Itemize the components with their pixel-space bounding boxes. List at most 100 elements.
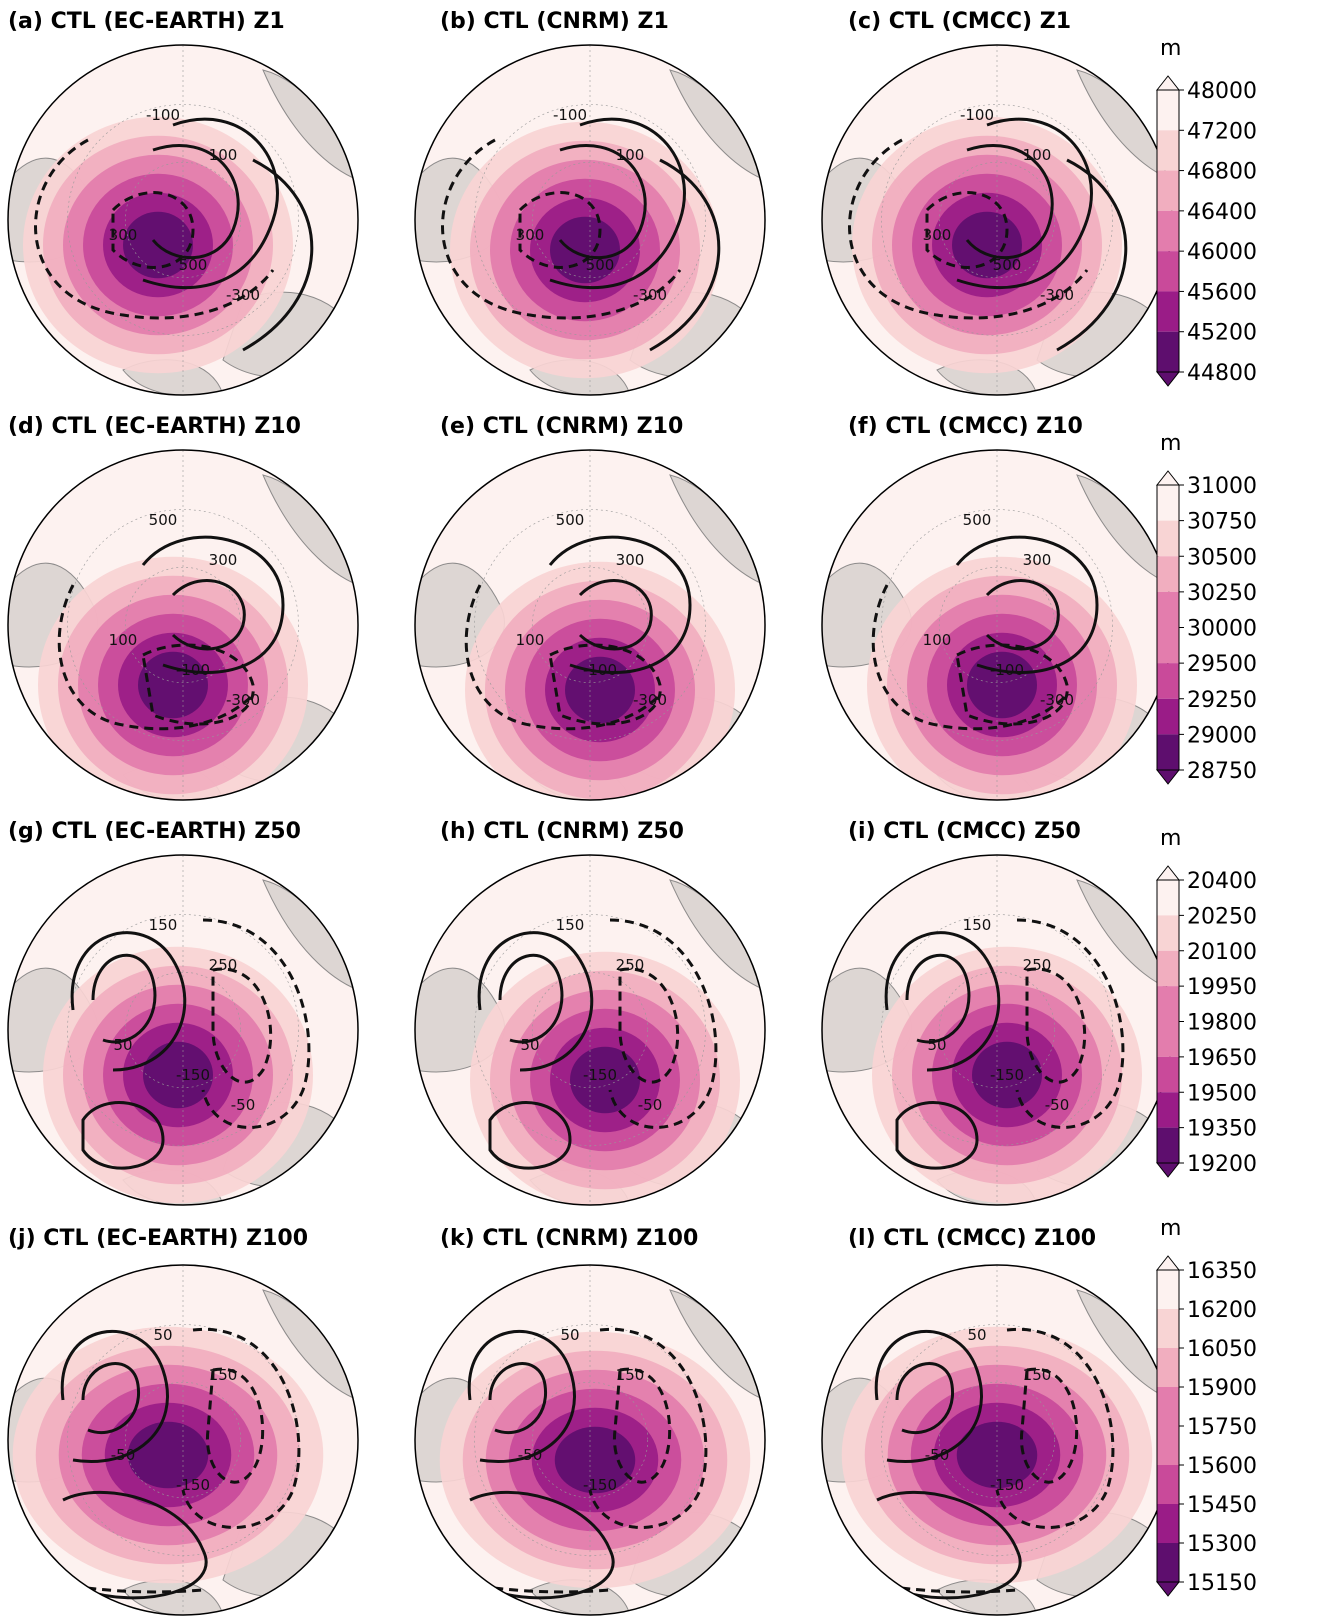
colorbar-segment — [1157, 880, 1179, 916]
contour-label: 50 — [113, 1036, 132, 1054]
colorbar-tick-label: 47200 — [1187, 119, 1257, 144]
contour-label: 500 — [556, 511, 585, 529]
colorbar-unit: m — [1160, 826, 1181, 851]
contour-label: -150 — [990, 1066, 1024, 1084]
contour-label: -150 — [176, 1066, 210, 1084]
positive-contour — [242, 158, 314, 352]
positive-contour — [91, 953, 157, 1044]
contour-label: -300 — [633, 286, 667, 304]
panel-title: (d) CTL (EC-EARTH) Z10 — [8, 414, 301, 439]
negative-contour — [995, 1327, 1115, 1529]
map-panel: (b) CTL (CNRM) Z1 -100 100 300 500 -300 — [414, 9, 766, 396]
contour-label: 300 — [923, 226, 952, 244]
contour-label: -50 — [111, 1446, 136, 1464]
panel-title: (l) CTL (CMCC) Z100 — [848, 1226, 1096, 1251]
positive-contour — [171, 579, 246, 651]
negative-contour — [1019, 1367, 1079, 1484]
colorbar-segment — [1157, 698, 1179, 735]
positive-contour — [488, 1362, 547, 1435]
positive-contour — [70, 931, 187, 1072]
fill-contour-level — [143, 1041, 213, 1109]
colorbar-extend-bottom — [1155, 769, 1181, 785]
negative-contour — [201, 918, 311, 1129]
contour-label: 50 — [560, 1326, 579, 1344]
contour-label: -100 — [583, 661, 617, 679]
map-boundary — [7, 854, 359, 1206]
contour-label: -300 — [1040, 286, 1074, 304]
positive-contour — [895, 1101, 979, 1170]
colorbar-segment — [1157, 734, 1179, 770]
map-boundary — [414, 44, 766, 396]
colorbar-segment — [1157, 986, 1179, 1022]
positive-contour — [578, 579, 653, 651]
contour-label: -50 — [1045, 1096, 1070, 1114]
positive-contour — [549, 117, 686, 289]
colorbar-tick-label: 30000 — [1187, 617, 1257, 642]
contour-label: 300 — [209, 551, 238, 569]
map-panel: (f) CTL (CMCC) Z10 500 300 100 -100 -300 — [821, 414, 1173, 801]
map-panel: (j) CTL (EC-EARTH) Z100 50 150 -50 -150 — [7, 1226, 359, 1616]
negative-contour — [441, 138, 682, 320]
latitude-circle — [938, 161, 1056, 279]
positive-contour — [1056, 158, 1128, 352]
map-boundary — [7, 44, 359, 396]
colorbar-segment — [1157, 1056, 1179, 1093]
colorbar-segment — [1157, 1387, 1179, 1426]
colorbar-segment — [1157, 251, 1179, 292]
colorbar-segment — [1157, 1543, 1179, 1582]
positive-contour — [81, 1101, 165, 1170]
colorbar-tick-label: 20400 — [1187, 869, 1257, 894]
colorbar-segment — [1157, 627, 1179, 664]
colorbar-segment — [1157, 1092, 1179, 1128]
colorbar-tick-label: 15750 — [1187, 1415, 1257, 1440]
negative-contour — [205, 1367, 265, 1484]
panel-title: (a) CTL (EC-EARTH) Z1 — [8, 9, 285, 34]
colorbar-tick-label: 20100 — [1187, 940, 1257, 965]
colorbar-segment — [1157, 1270, 1179, 1309]
contour-label: 500 — [149, 511, 178, 529]
panel-title: (f) CTL (CMCC) Z10 — [848, 414, 1083, 439]
colorbar-extend-bottom — [1155, 1581, 1181, 1597]
colorbar-extend-bottom — [1155, 1162, 1181, 1178]
colorbar-tick-label: 19500 — [1187, 1081, 1257, 1106]
contour-label: 50 — [153, 1326, 172, 1344]
contour-label: 50 — [927, 1036, 946, 1054]
colorbar-segment — [1157, 1504, 1179, 1543]
positive-contour — [467, 1329, 576, 1463]
colorbar-segment — [1157, 485, 1179, 521]
contour-label: -150 — [176, 1476, 210, 1494]
negative-contour — [464, 584, 662, 731]
latitude-circle — [938, 566, 1056, 684]
colorbar-tick-label: 31000 — [1187, 474, 1257, 499]
colorbar-segment — [1157, 130, 1179, 171]
negative-contour — [925, 191, 1009, 269]
map-panel: (i) CTL (CMCC) Z50 150 250 50 -150 -50 — [821, 819, 1173, 1206]
negative-contour — [34, 138, 275, 320]
colorbar-tick-label: 15900 — [1187, 1376, 1257, 1401]
colorbar-segment — [1157, 1465, 1179, 1504]
positive-contour — [60, 1329, 169, 1463]
panel-title: (g) CTL (EC-EARTH) Z50 — [8, 819, 301, 844]
map-panel: (g) CTL (EC-EARTH) Z50 150 250 50 -150 -50 — [7, 819, 359, 1206]
colorbar-segment — [1157, 1021, 1179, 1057]
map-panel: (h) CTL (CNRM) Z50 150 250 50 -150 -50 — [414, 819, 766, 1206]
positive-contour — [477, 931, 594, 1072]
positive-contour — [884, 931, 1001, 1072]
contour-label: -150 — [583, 1066, 617, 1084]
colorbar-unit: m — [1160, 36, 1181, 61]
map-panel: (c) CTL (CMCC) Z1 -100 100 300 500 -300 — [821, 9, 1173, 396]
negative-contour — [211, 967, 273, 1084]
contour-label: -100 — [960, 106, 994, 124]
contour-label: 500 — [586, 256, 615, 274]
colorbar-tick-label: 29500 — [1187, 652, 1257, 677]
colorbar-tick-label: 45200 — [1187, 321, 1257, 346]
colorbar-segment — [1157, 1348, 1179, 1387]
colorbar-extend-bottom — [1155, 371, 1181, 387]
negative-contour — [618, 967, 680, 1084]
contour-label: 50 — [967, 1326, 986, 1344]
negative-contour — [871, 584, 1069, 731]
negative-contour — [1025, 967, 1087, 1084]
panel-title: (j) CTL (EC-EARTH) Z100 — [8, 1226, 308, 1251]
map-panel: (l) CTL (CMCC) Z100 50 150 -50 -150 — [821, 1226, 1173, 1616]
latitude-circle — [938, 1381, 1056, 1499]
